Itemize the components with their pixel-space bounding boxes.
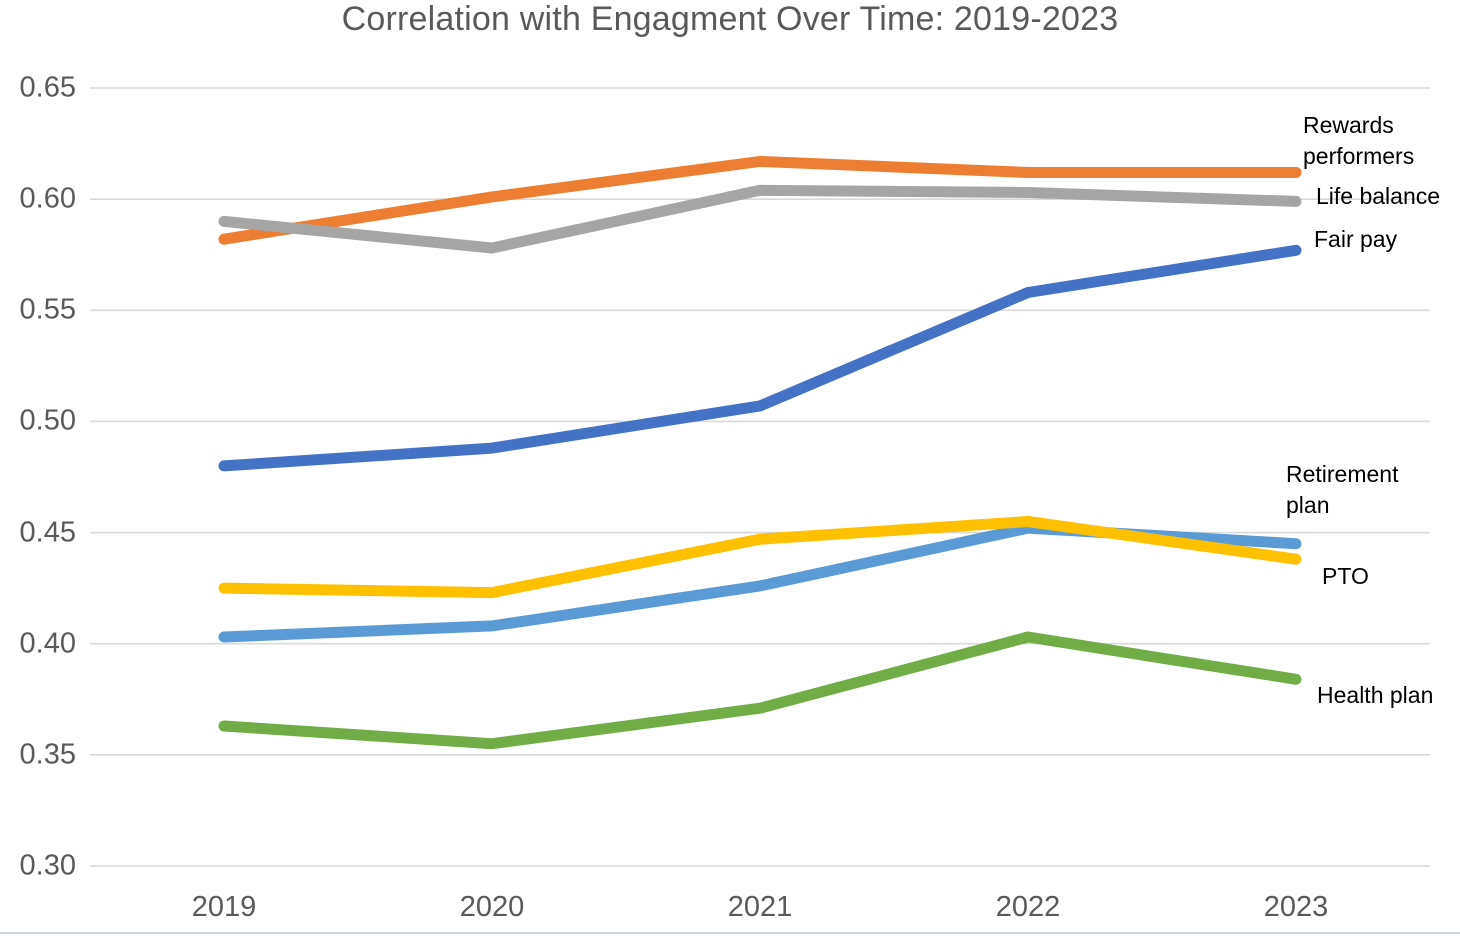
x-tick-label: 2019 (191, 891, 257, 923)
y-tick-label: 0.30 (19, 849, 76, 882)
x-tick-label: 2021 (727, 891, 793, 923)
chart-title: Correlation with Engagment Over Time: 20… (341, 0, 1119, 38)
series-label-fair-pay: Fair pay (1314, 226, 1398, 252)
gridlines (90, 87, 1430, 867)
series-label-pto: PTO (1322, 563, 1369, 589)
x-tick-label: 2020 (459, 891, 525, 923)
y-tick-label: 0.55 (19, 293, 76, 326)
y-tick-label: 0.35 (19, 738, 76, 771)
y-tick-label: 0.40 (19, 627, 76, 660)
x-tick-label: 2022 (995, 891, 1061, 923)
series-line-life-balance (218, 184, 1302, 254)
series-line-fair-pay (218, 244, 1302, 472)
series-lines (218, 155, 1302, 750)
series-label-retirement-plan: Retirement plan (1286, 461, 1399, 518)
y-tick-label: 0.50 (19, 404, 76, 437)
series-label-life-balance: Life balance (1316, 183, 1441, 209)
bottom-divider (0, 932, 1460, 934)
series-label-rewards-performers: Rewards performers (1303, 112, 1415, 169)
y-tick-label: 0.65 (19, 71, 76, 104)
series-line-health-plan (218, 631, 1302, 750)
series-line-pto (218, 516, 1302, 599)
series-line-rewards-performers (218, 155, 1302, 245)
x-tick-label: 2023 (1263, 891, 1329, 923)
y-tick-label: 0.60 (19, 182, 76, 215)
series-label-health-plan: Health plan (1317, 682, 1434, 708)
y-tick-label: 0.45 (19, 516, 76, 549)
